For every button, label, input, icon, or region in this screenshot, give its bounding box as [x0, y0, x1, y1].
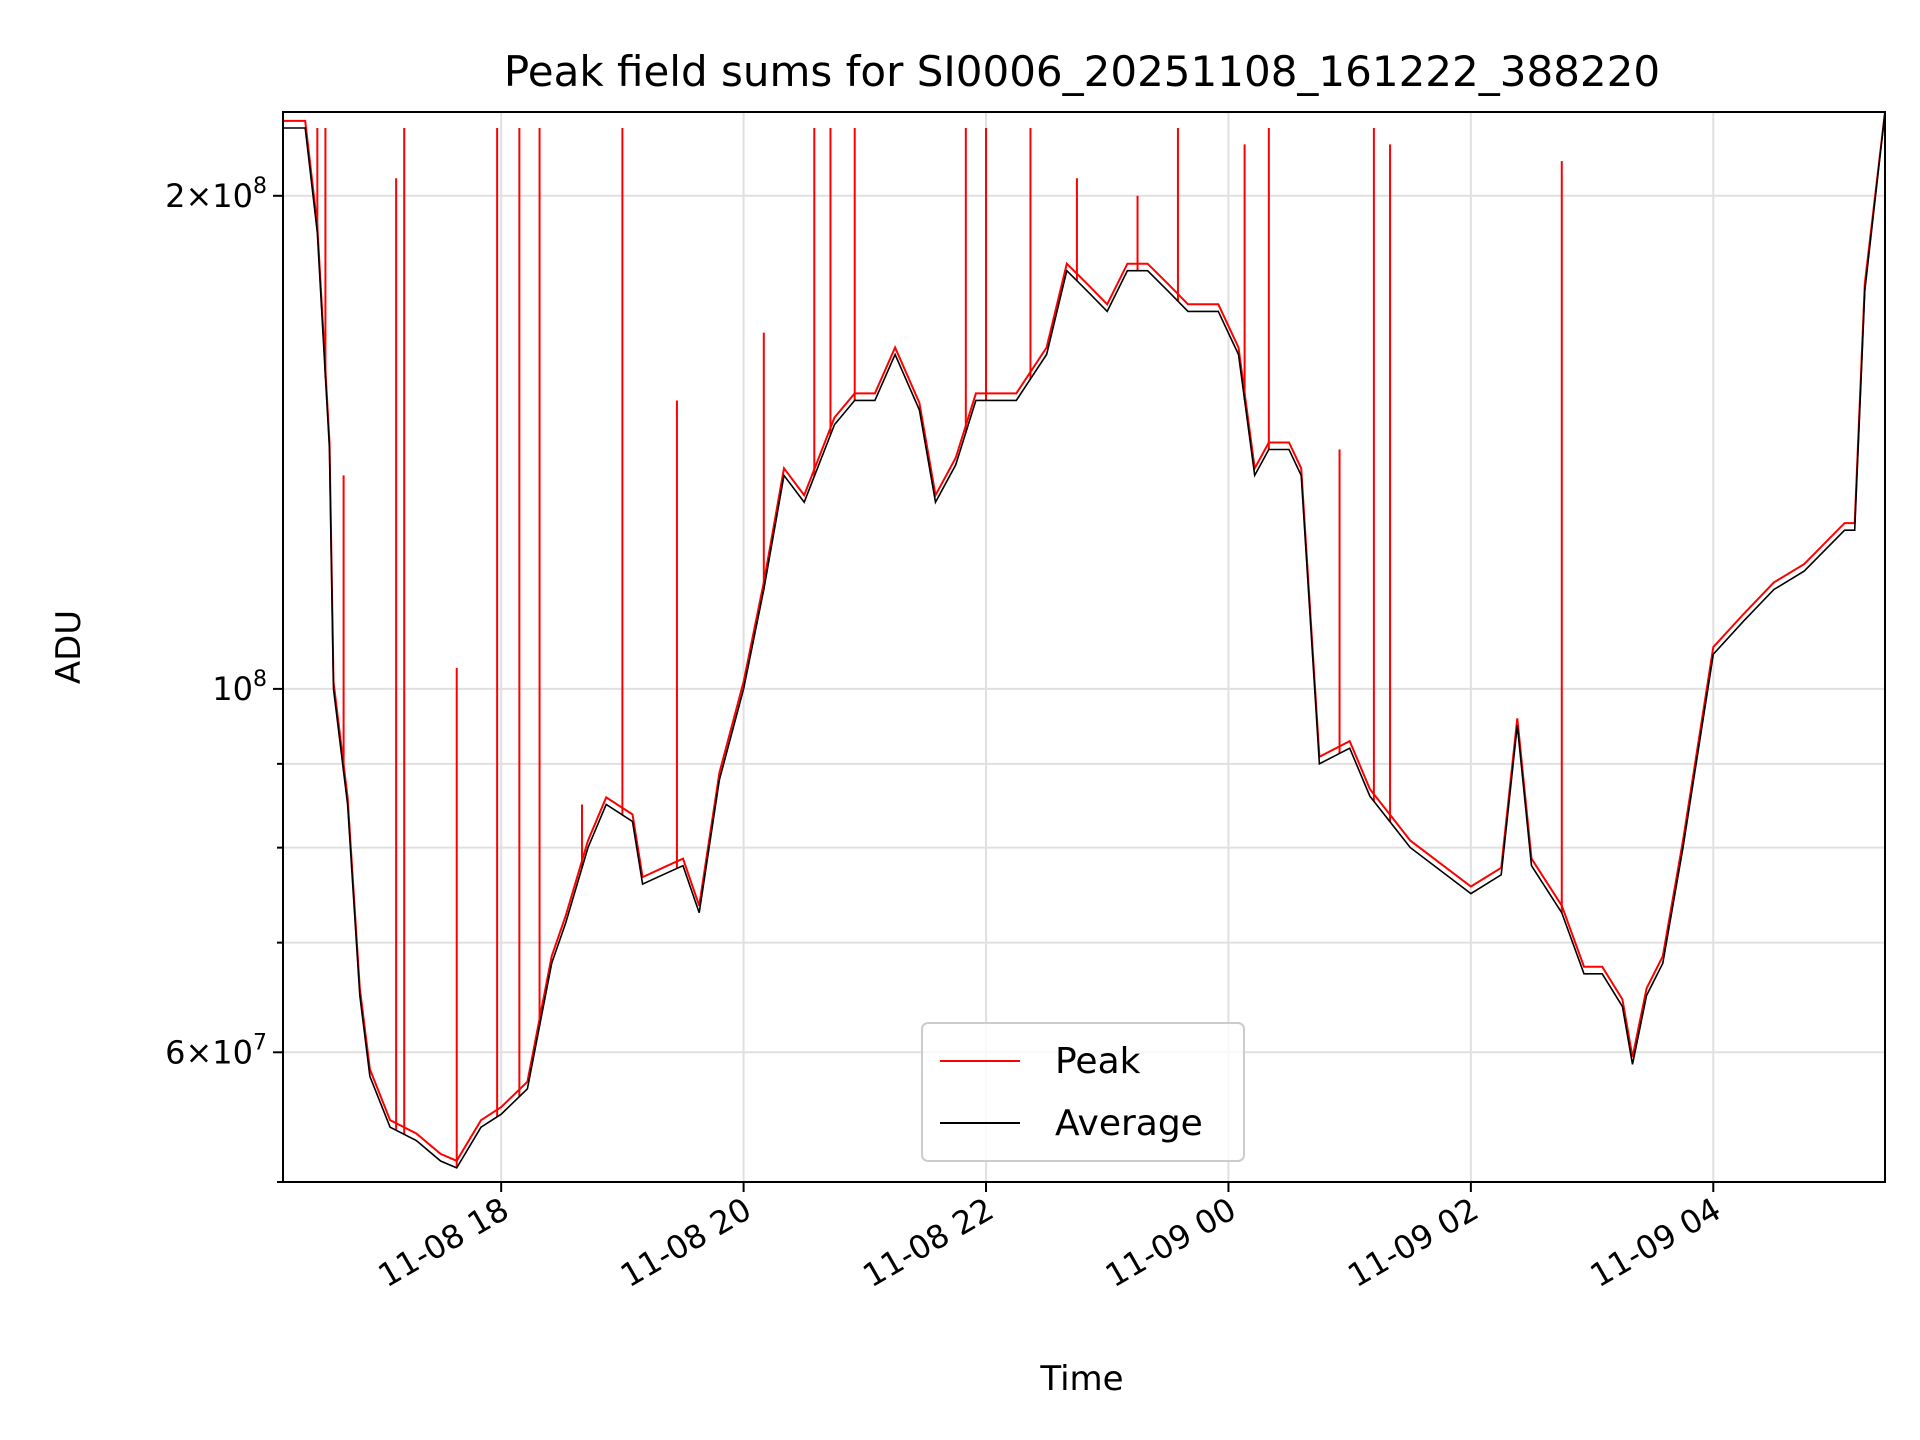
grid-layer: [283, 112, 1885, 1183]
peak-line: [283, 111, 1886, 1163]
chart-title: Peak field sums for SI0006_20251108_1612…: [504, 47, 1660, 96]
legend-label-average: Average: [1055, 1103, 1203, 1144]
x-tick-label: 11-09 04: [1584, 1190, 1728, 1295]
y-tick-label: 2×108: [165, 174, 267, 215]
y-tick-label: 108: [212, 667, 267, 708]
y-tick-label: 6×107: [165, 1030, 267, 1071]
x-axis-label: Time: [1039, 1359, 1123, 1399]
legend-label-peak: Peak: [1055, 1041, 1141, 1082]
x-tick-label: 11-08 20: [614, 1190, 758, 1295]
y-axis-label: ADU: [49, 610, 89, 684]
legend-box: [921, 1022, 1245, 1162]
plot-frame: [282, 111, 1886, 1183]
average-series: [283, 111, 1886, 1169]
average-line: [283, 111, 1886, 1169]
x-tick-label: 11-09 02: [1341, 1190, 1485, 1295]
peak-series: [283, 111, 1886, 1168]
x-tick-label: 11-09 00: [1099, 1190, 1243, 1295]
legend: Peak Average: [921, 1022, 1245, 1162]
x-tick-label: 11-08 22: [856, 1190, 1000, 1295]
x-tick-label: 11-08 18: [372, 1190, 516, 1295]
